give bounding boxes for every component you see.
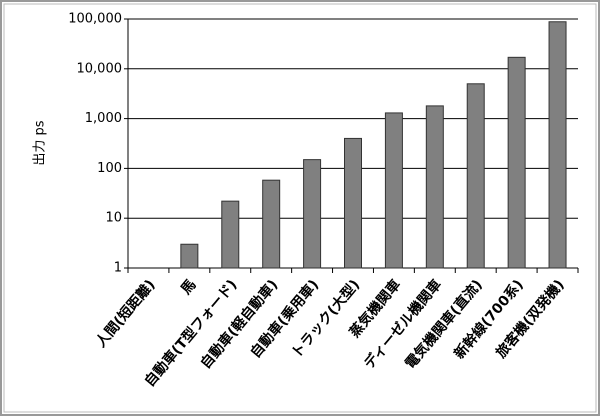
bar <box>303 159 322 269</box>
y-tick-label: 10 <box>105 211 122 226</box>
bar <box>507 56 526 269</box>
y-tick-label: 1 <box>114 261 122 276</box>
bar <box>221 200 240 269</box>
y-tick-label: 100 <box>97 161 122 176</box>
bar <box>262 179 281 269</box>
bar <box>466 83 485 269</box>
bar <box>344 137 362 269</box>
y-tick-label: 1,000 <box>85 111 122 126</box>
bar <box>180 243 199 269</box>
bar <box>548 21 567 269</box>
inner-frame <box>3 3 597 413</box>
y-tick-label: 100,000 <box>68 12 122 27</box>
bar <box>425 105 444 269</box>
y-axis-label: 出力 ps <box>33 120 48 165</box>
bar <box>384 112 403 269</box>
y-tick-label: 10,000 <box>77 61 123 76</box>
